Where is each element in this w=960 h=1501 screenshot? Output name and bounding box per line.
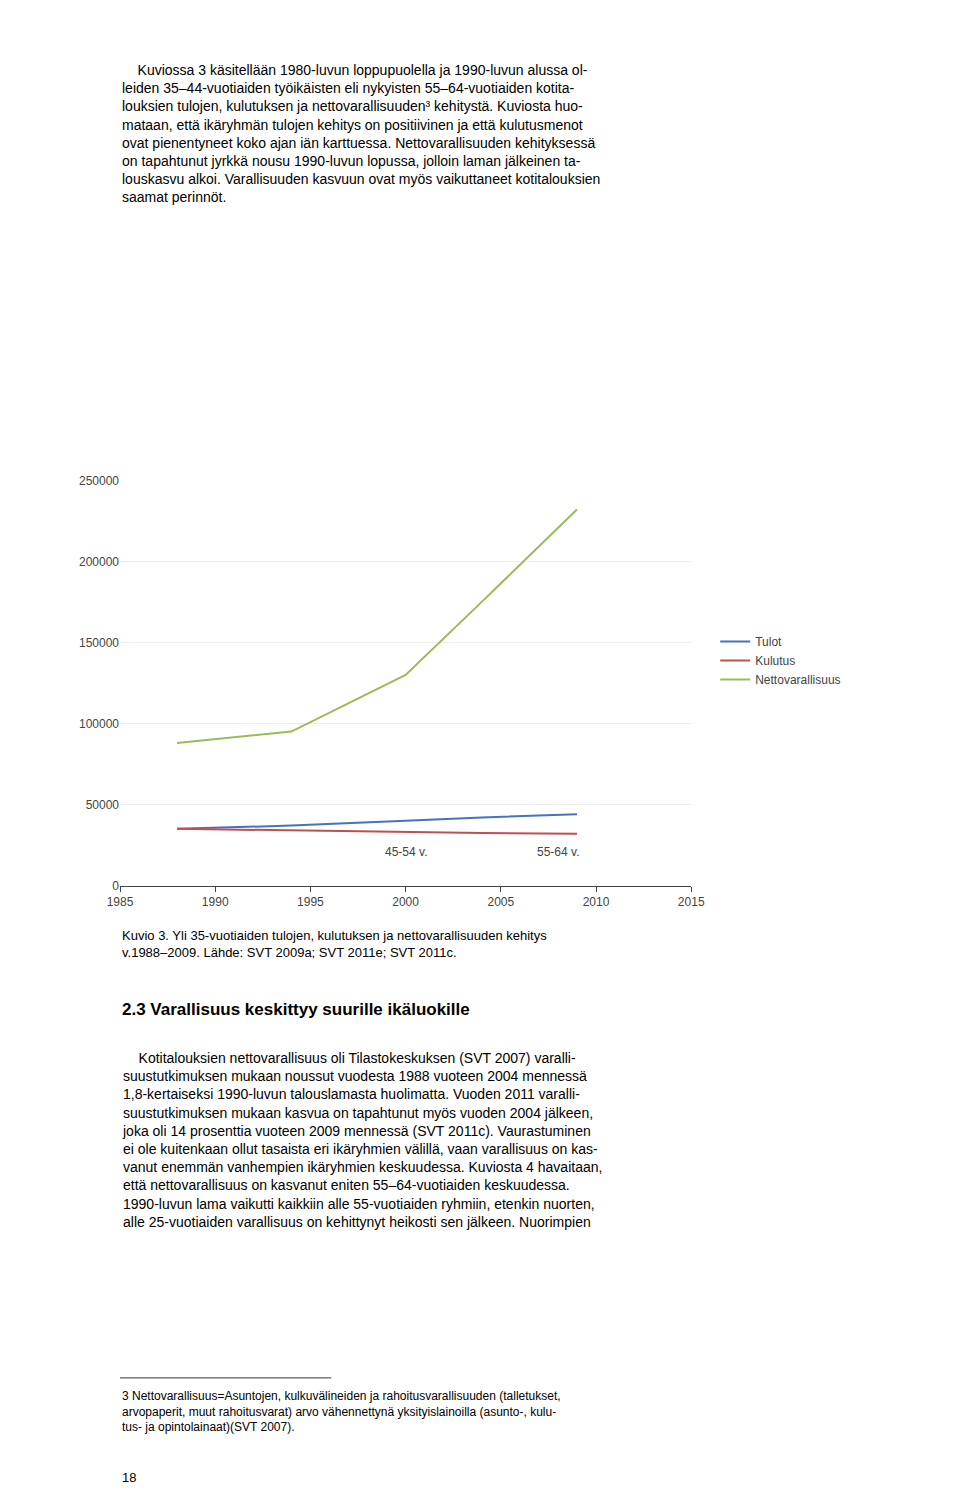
svg-text:250000: 250000 (79, 474, 119, 488)
svg-text:1985: 1985 (107, 895, 134, 909)
svg-text:2015: 2015 (678, 895, 705, 909)
svg-text:Kulutus: Kulutus (755, 654, 795, 668)
svg-text:0: 0 (112, 879, 119, 893)
svg-text:50000: 50000 (86, 798, 120, 812)
svg-text:Kuvio 3. Yli 35-vuotiaiden tul: Kuvio 3. Yli 35-vuotiaiden tulojen, kulu… (122, 928, 547, 960)
svg-text:18: 18 (122, 1470, 136, 1485)
svg-text:1995: 1995 (297, 895, 324, 909)
svg-text:45-54 v.: 45-54 v. (385, 845, 427, 859)
svg-text:2.3 Varallisuus keskittyy suur: 2.3 Varallisuus keskittyy suurille ikälu… (122, 1000, 470, 1019)
svg-text:150000: 150000 (79, 636, 119, 650)
svg-text:Kotitalouksien nettovarallisuu: Kotitalouksien nettovarallisuus oli Tila… (122, 1050, 602, 1230)
svg-text:3 Nettovarallisuus=Asuntojen,: 3 Nettovarallisuus=Asuntojen, kulkuvälin… (122, 1389, 561, 1434)
svg-text:100000: 100000 (79, 717, 119, 731)
svg-text:200000: 200000 (79, 555, 119, 569)
svg-text:1990: 1990 (202, 895, 229, 909)
svg-text:Tulot: Tulot (755, 635, 782, 649)
svg-text:2010: 2010 (583, 895, 610, 909)
svg-text:Kuviossa 3 käsitellään 1980-lu: Kuviossa 3 käsitellään 1980-luvun loppup… (122, 62, 600, 205)
svg-text:Nettovarallisuus: Nettovarallisuus (755, 673, 840, 687)
svg-text:55-64 v.: 55-64 v. (537, 845, 579, 859)
svg-text:2005: 2005 (487, 895, 514, 909)
svg-text:2000: 2000 (392, 895, 419, 909)
